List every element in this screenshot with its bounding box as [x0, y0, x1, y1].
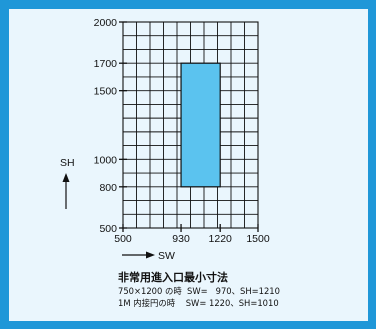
opening-range-bar: [181, 63, 220, 187]
x-axis-arrowhead: [146, 252, 155, 259]
y-axis-arrowhead: [63, 173, 70, 182]
x-tick-label: 930: [172, 233, 190, 245]
y-tick-label: 800: [99, 182, 117, 194]
x-tick-label: 1220: [209, 233, 233, 245]
y-tick-label: 2000: [94, 17, 118, 29]
y-tick-label: 1000: [94, 154, 118, 166]
caption: 非常用進入口最小寸法 750×1200 の時 SW= 970、SH=1210 1…: [118, 271, 280, 309]
y-tick-label: 1700: [94, 58, 118, 70]
caption-line-2: 1M 内接円の時 SW= 1220、SH=1010: [118, 298, 280, 310]
x-axis-label: SW: [158, 250, 175, 262]
caption-line-1: 750×1200 の時 SW= 970、SH=1210: [118, 286, 280, 298]
caption-title: 非常用進入口最小寸法: [118, 271, 280, 285]
x-tick-label: 500: [114, 233, 132, 245]
y-tick-label: 1500: [94, 86, 118, 98]
chart-panel: 500 800 1000 1500 1700 2000 500 930 1220 1500 SH SW…: [9, 9, 368, 321]
x-tick-label: 1500: [246, 233, 270, 245]
y-axis-label: SH: [60, 157, 75, 169]
